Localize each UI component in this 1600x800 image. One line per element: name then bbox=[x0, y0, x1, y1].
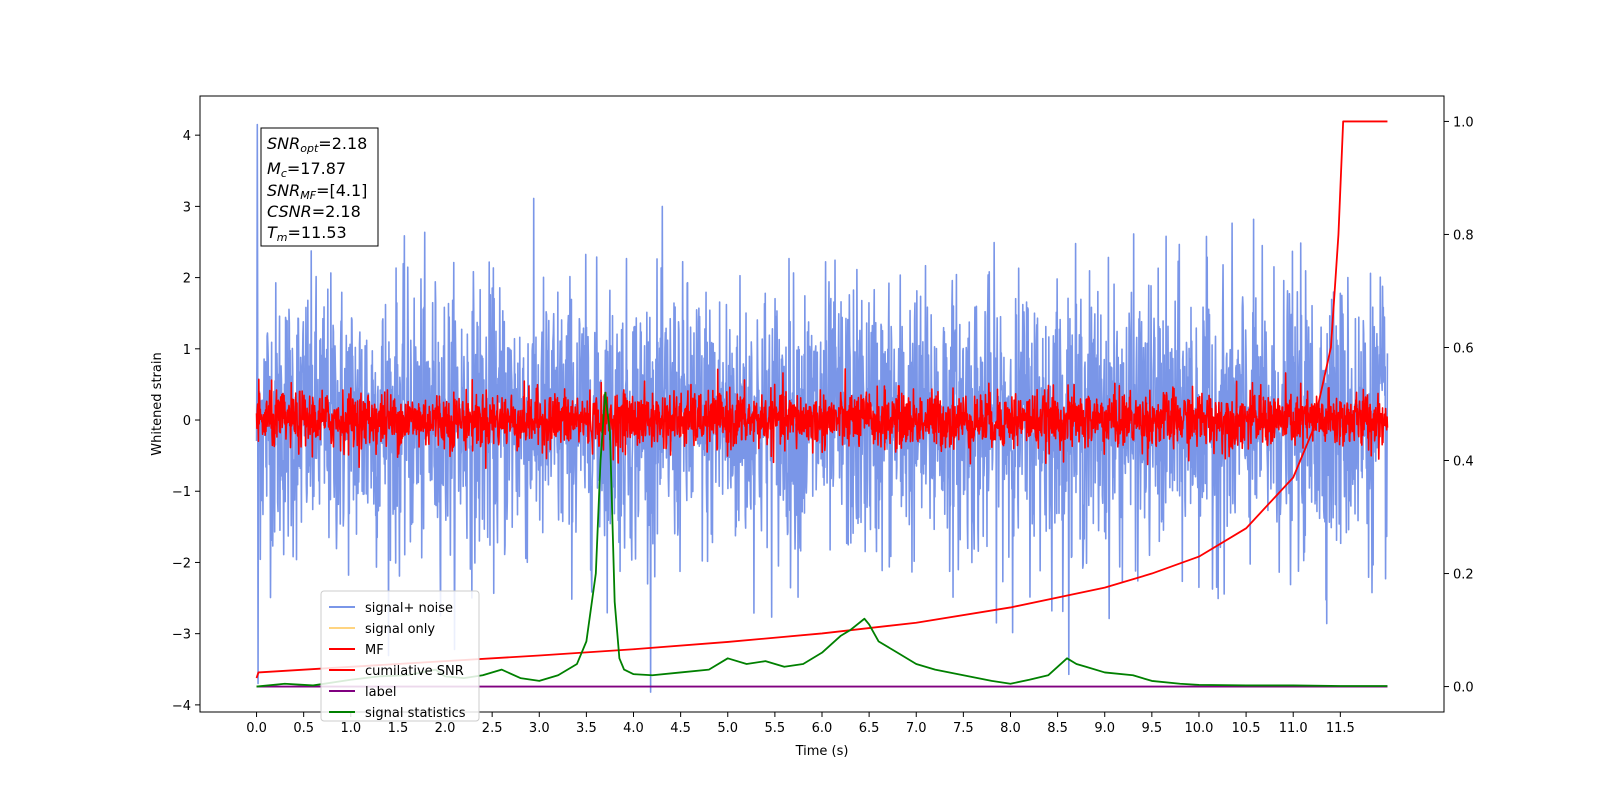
y-tick-label-left: −4 bbox=[172, 699, 191, 714]
x-tick-label: 0.0 bbox=[246, 721, 267, 736]
x-tick-label: 4.0 bbox=[623, 721, 644, 736]
x-tick-label: 1.5 bbox=[388, 721, 409, 736]
y-tick-label-left: 1 bbox=[183, 343, 191, 358]
info-snr-mf: SNRMF=[4.1] bbox=[267, 181, 367, 202]
y-axis-right: 1.0 0.8 0.6 0.4 0.2 0.0 bbox=[1444, 115, 1474, 696]
y-axis-left: 4 3 2 1 0 −1 −2 −3 −4 bbox=[172, 129, 200, 714]
x-tick-label: 8.5 bbox=[1047, 721, 1068, 736]
y-tick-label-left: 0 bbox=[183, 414, 191, 429]
info-tm: Tm=11.53 bbox=[267, 223, 347, 244]
x-tick-label: 4.5 bbox=[670, 721, 691, 736]
y-tick-label-left: −2 bbox=[172, 556, 191, 571]
x-tick-label: 2.0 bbox=[435, 721, 456, 736]
x-axis-label: Time (s) bbox=[795, 744, 849, 759]
x-tick-label: 10.0 bbox=[1184, 721, 1213, 736]
x-tick-label: 5.0 bbox=[717, 721, 738, 736]
y-tick-label-right: 0.8 bbox=[1453, 228, 1474, 243]
legend-label: cumilative SNR bbox=[365, 664, 464, 679]
x-tick-label: 11.0 bbox=[1279, 721, 1308, 736]
x-tick-label: 1.0 bbox=[340, 721, 361, 736]
legend-label: signal statistics bbox=[365, 706, 466, 721]
x-tick-label: 10.5 bbox=[1232, 721, 1261, 736]
legend-label: MF bbox=[365, 643, 384, 658]
x-tick-label: 2.5 bbox=[482, 721, 503, 736]
x-tick-label: 0.5 bbox=[293, 721, 314, 736]
y-tick-label-right: 0.2 bbox=[1453, 568, 1474, 583]
x-tick-label: 6.5 bbox=[859, 721, 880, 736]
x-tick-label: 7.5 bbox=[953, 721, 974, 736]
x-tick-label: 9.0 bbox=[1094, 721, 1115, 736]
legend-label: label bbox=[365, 685, 396, 700]
info-box: SNRopt=2.18 Mc=17.87 SNRMF=[4.1] CSNR=2.… bbox=[260, 127, 379, 247]
y-tick-label-left: 3 bbox=[183, 200, 191, 215]
y-tick-label-left: 2 bbox=[183, 272, 191, 287]
y-axis-label: Whitened strain bbox=[150, 352, 165, 455]
info-mc: Mc=17.87 bbox=[267, 159, 346, 180]
info-snr-opt: SNRopt=2.18 bbox=[267, 134, 367, 155]
y-tick-label-right: 0.0 bbox=[1453, 681, 1474, 696]
y-tick-label-right: 0.4 bbox=[1453, 455, 1474, 470]
series-signal-statistics bbox=[256, 391, 1388, 688]
legend-frame bbox=[320, 590, 480, 722]
info-box-frame bbox=[260, 127, 379, 247]
x-tick-label: 7.0 bbox=[906, 721, 927, 736]
legend-label: signal only bbox=[365, 622, 435, 637]
legend: signal+ noise signal only MF cumilative SNR… bbox=[320, 590, 480, 722]
x-tick-label: 11.5 bbox=[1326, 721, 1355, 736]
series-signal-noise bbox=[255, 123, 1389, 693]
x-tick-label: 8.0 bbox=[1000, 721, 1021, 736]
y-tick-label-left: 4 bbox=[183, 129, 191, 144]
x-axis: 0.0 0.5 1.0 1.5 2.0 2.5 3.0 3.5 4.0 4.5 5.0 5.5 6.0 6… bbox=[246, 712, 1355, 736]
legend-label: signal+ noise bbox=[365, 601, 453, 616]
x-tick-label: 6.0 bbox=[812, 721, 833, 736]
x-tick-label: 5.5 bbox=[765, 721, 786, 736]
y-tick-label-left: −1 bbox=[172, 485, 191, 500]
series-mf bbox=[255, 368, 1389, 469]
y-tick-label-left: −3 bbox=[172, 628, 191, 643]
x-tick-label: 9.5 bbox=[1142, 721, 1163, 736]
info-csnr: CSNR=2.18 bbox=[267, 202, 361, 221]
y-tick-label-right: 1.0 bbox=[1453, 115, 1474, 130]
y-tick-label-right: 0.6 bbox=[1453, 341, 1474, 356]
x-tick-label: 3.0 bbox=[529, 721, 550, 736]
x-tick-label: 3.5 bbox=[576, 721, 597, 736]
